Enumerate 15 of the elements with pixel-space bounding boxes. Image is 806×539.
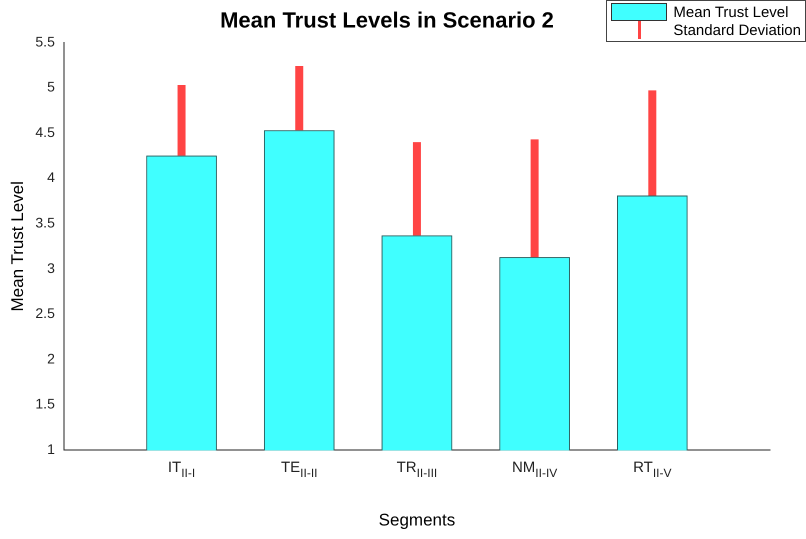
y-tick-label: 5	[47, 78, 56, 95]
y-tick-label: 4	[47, 169, 56, 186]
y-tick-label: 2	[47, 350, 56, 366]
y-tick-label: 2.5	[35, 305, 56, 322]
y-tick-label: 1	[47, 441, 56, 458]
y-tick-label: 3.5	[35, 214, 56, 231]
y-tick-label: 4.5	[35, 124, 56, 140]
legend-label: Mean Trust Level	[673, 4, 788, 20]
x-axis-title: Segments	[378, 510, 456, 530]
y-tick-label: 3	[47, 260, 56, 276]
chart-title: Mean Trust Levels in Scenario 2	[220, 7, 554, 32]
y-tick-label: 1.5	[35, 396, 56, 412]
y-axis-title: Mean Trust Level	[8, 181, 27, 312]
y-tick-label: 5.5	[35, 33, 56, 50]
text: Standard Deviation	[673, 22, 801, 38]
